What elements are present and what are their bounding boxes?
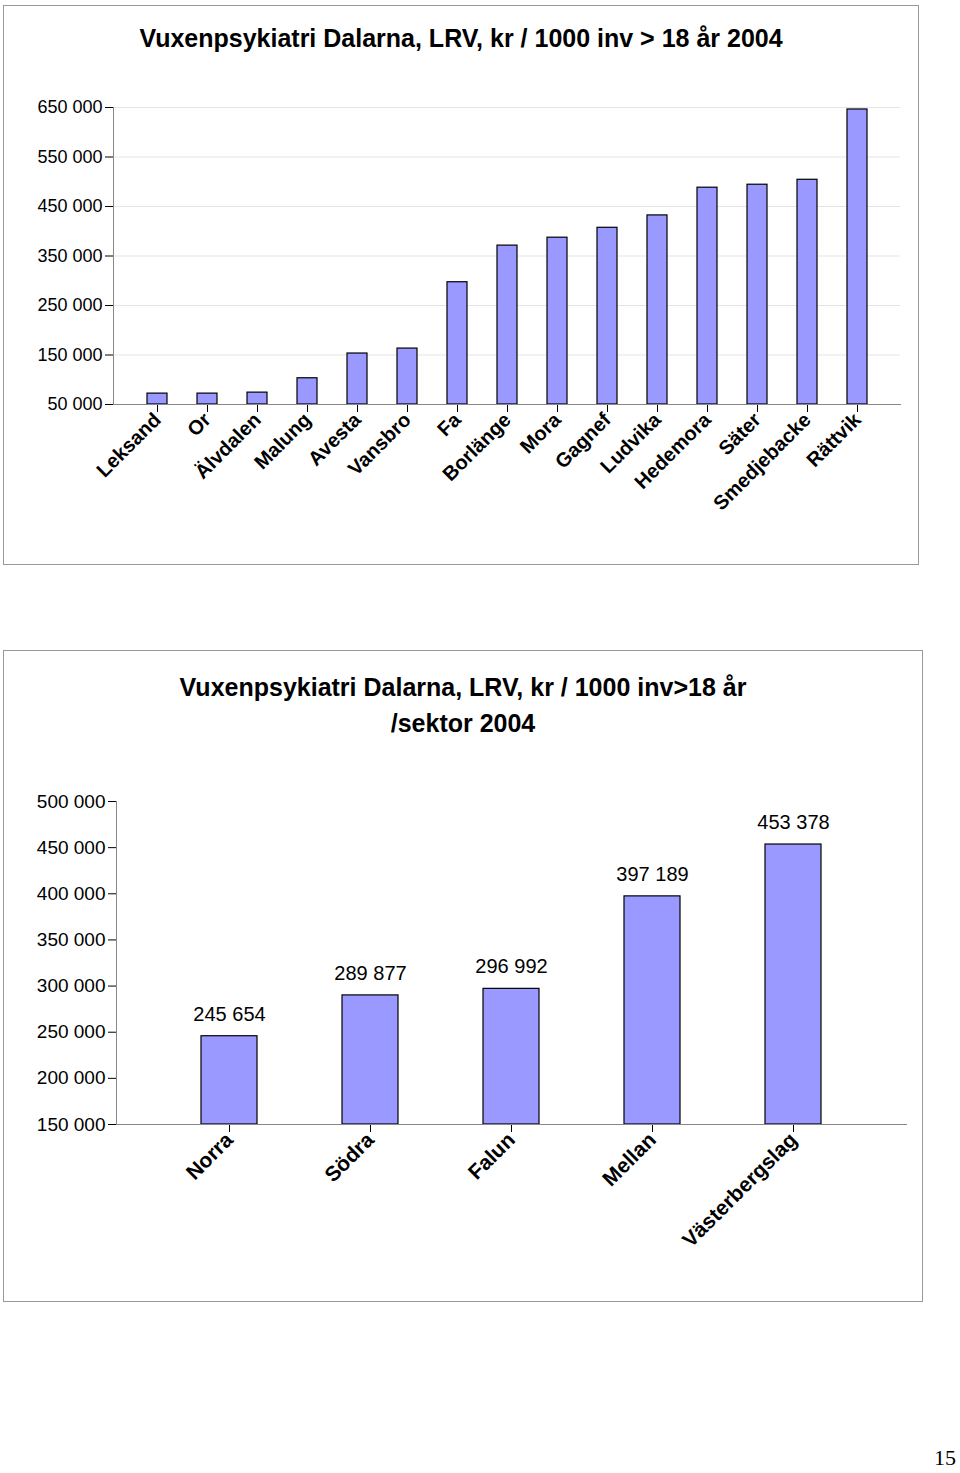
svg-text:Smedjebacke: Smedjebacke — [709, 408, 815, 514]
svg-text:200 000: 200 000 — [37, 1067, 106, 1088]
svg-text:350 000: 350 000 — [37, 246, 102, 266]
svg-text:Mellan: Mellan — [598, 1128, 660, 1190]
svg-text:550 000: 550 000 — [37, 147, 102, 167]
svg-text:150 000: 150 000 — [37, 1114, 106, 1135]
svg-text:Västerbergslag: Västerbergslag — [678, 1128, 802, 1252]
svg-text:Leksand: Leksand — [92, 408, 165, 481]
svg-text:Fa: Fa — [433, 408, 466, 441]
html-text:Vuxenpsykiatri Dalarna, LRV, k: Vuxenpsykiatri Dalarna, LRV, kr / 1000 i… — [139, 24, 783, 52]
svg-text:450 000: 450 000 — [37, 837, 106, 858]
svg-text:397 189: 397 189 — [616, 863, 688, 885]
svg-text:296 992: 296 992 — [475, 955, 547, 977]
svg-text:Säter: Säter — [713, 408, 765, 460]
svg-text:Or: Or — [183, 408, 215, 440]
svg-text:250 000: 250 000 — [37, 295, 102, 315]
svg-text:Norra: Norra — [181, 1128, 237, 1184]
svg-text:300 000: 300 000 — [37, 975, 106, 996]
svg-text:150 000: 150 000 — [37, 345, 102, 365]
svg-text:Borlänge: Borlänge — [438, 408, 515, 485]
svg-text:450 000: 450 000 — [37, 196, 102, 216]
svg-text:245 654: 245 654 — [193, 1003, 265, 1025]
svg-text:400 000: 400 000 — [37, 883, 106, 904]
svg-text:Falun: Falun — [463, 1128, 519, 1184]
svg-text:Malung: Malung — [250, 408, 315, 473]
svg-text:Ludvika: Ludvika — [595, 408, 665, 478]
svg-text:Södra: Södra — [320, 1128, 379, 1187]
svg-text:350 000: 350 000 — [37, 929, 106, 950]
svg-text:Rättvik: Rättvik — [802, 408, 865, 471]
svg-text:Hedemora: Hedemora — [630, 408, 715, 493]
svg-text:50 000: 50 000 — [47, 394, 102, 414]
svg-text:Vansbro: Vansbro — [343, 408, 414, 479]
svg-text:500 000: 500 000 — [37, 791, 106, 812]
html-text:15: 15 — [934, 1445, 956, 1470]
svg-text:650 000: 650 000 — [37, 97, 102, 117]
svg-text:289 877: 289 877 — [334, 962, 406, 984]
svg-text:Mora: Mora — [515, 408, 565, 458]
html-text:Vuxenpsykiatri Dalarna, LRV, k: Vuxenpsykiatri Dalarna, LRV, kr / 1000 i… — [179, 673, 747, 737]
svg-text:Älvdalen: Älvdalen — [190, 408, 265, 483]
svg-text:453 378: 453 378 — [757, 811, 829, 833]
svg-text:Gagnef: Gagnef — [550, 408, 615, 473]
svg-text:250 000: 250 000 — [37, 1021, 106, 1042]
svg-text:Avesta: Avesta — [303, 408, 365, 470]
